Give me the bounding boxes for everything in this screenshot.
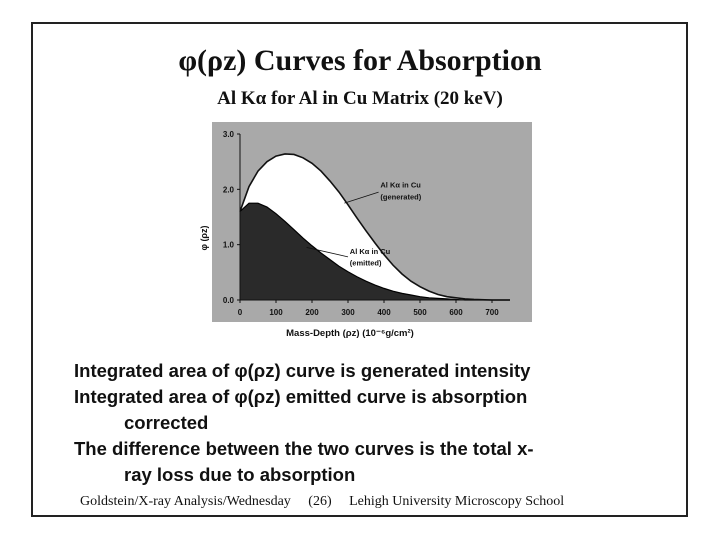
generated-annotation-label: Al Kα in Cu [380,181,421,190]
footer-school: Lehigh University Microscopy School [349,494,565,509]
x-tick-label: 400 [377,308,391,317]
emitted-area [240,203,510,300]
y-tick-label: 3.0 [223,130,235,139]
slide-subtitle: Al Kα for Al in Cu Matrix (20 keV) [217,88,503,109]
slide-footer: Goldstein/X-ray Analysis/Wednesday (26) … [80,494,578,510]
emitted-annotation-label: Al Kα in Cu [350,247,391,256]
bullet-continuation: ray loss due to absorption [124,464,356,485]
x-tick-label: 500 [413,308,427,317]
x-tick-label: 600 [449,308,463,317]
generated-curve [239,153,510,301]
footer-page-number: (26) [308,494,332,509]
x-tick-label: 700 [485,308,499,317]
x-tick-label: 300 [341,308,355,317]
y-tick-label: 0.0 [223,296,235,305]
bullet-line: The difference between the two curves is… [74,438,534,459]
y-tick-label: 2.0 [223,185,235,194]
generated-annotation-leader [344,191,379,204]
emitted-annotation-sub: (emitted) [350,259,382,268]
emitted-curve [239,202,510,301]
slide-title: φ(ρz) Curves for Absorption [178,44,542,77]
x-tick-label: 100 [269,308,283,317]
bullet-continuation: corrected [124,412,209,433]
x-tick-label: 0 [238,308,243,317]
bullet-line: Integrated area of φ(ρz) curve is genera… [74,360,531,381]
bullet-list: Integrated area of φ(ρz) curve is genera… [74,358,674,488]
emitted-annotation-leader [306,247,349,258]
x-axis-label: Mass-Depth (ρz) (10⁻⁶g/cm²) [286,328,414,339]
y-axis-label: φ (ρz) [199,225,209,250]
y-tick-label: 1.0 [223,241,235,250]
footer-course: Goldstein/X-ray Analysis/Wednesday [80,494,291,509]
phi-rho-z-chart: 0 100 200 300 400 500 600 700 0.0 1.0 2.0 3.0 Al Kα … [199,122,532,339]
x-tick-label: 200 [305,308,319,317]
generated-annotation-sub: (generated) [380,192,421,201]
bullet-line: Integrated area of φ(ρz) emitted curve i… [74,386,528,407]
